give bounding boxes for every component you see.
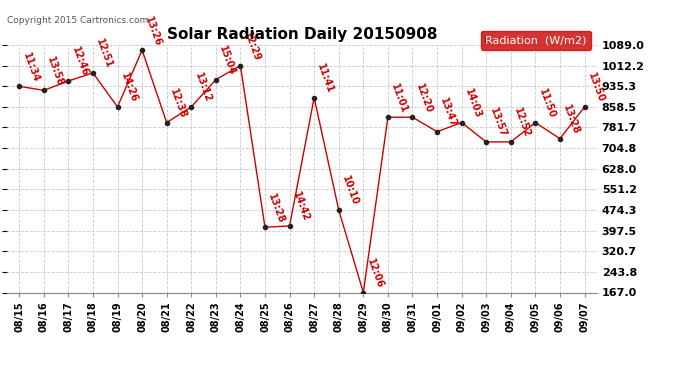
Text: 10:10: 10:10 [340, 175, 360, 207]
Text: 12:06: 12:06 [365, 257, 385, 290]
Text: 13:47: 13:47 [438, 96, 458, 129]
Text: 14:26: 14:26 [119, 72, 139, 104]
Text: 13:58: 13:58 [45, 55, 65, 88]
Legend: Radiation  (W/m2): Radiation (W/m2) [481, 31, 591, 50]
Text: 12:51: 12:51 [95, 38, 115, 70]
Text: 11:34: 11:34 [21, 51, 41, 84]
Text: 12:29: 12:29 [241, 30, 262, 63]
Text: 12:52: 12:52 [512, 106, 532, 139]
Text: Copyright 2015 Cartronics.com: Copyright 2015 Cartronics.com [7, 16, 148, 25]
Text: 12:20: 12:20 [414, 82, 434, 114]
Text: 12:38: 12:38 [168, 87, 188, 120]
Text: 13:57: 13:57 [488, 106, 508, 139]
Text: 11:01: 11:01 [389, 82, 409, 114]
Text: 14:03: 14:03 [463, 87, 483, 120]
Text: 13:12: 13:12 [193, 72, 213, 104]
Text: 14:42: 14:42 [291, 190, 311, 223]
Text: 13:50: 13:50 [586, 72, 606, 104]
Text: 13:28: 13:28 [562, 103, 582, 136]
Text: 11:50: 11:50 [537, 87, 557, 120]
Text: 12:46: 12:46 [70, 46, 90, 78]
Text: 11:41: 11:41 [315, 62, 335, 95]
Text: 13:26: 13:26 [144, 15, 164, 47]
Text: 15:04: 15:04 [217, 44, 237, 77]
Title: Solar Radiation Daily 20150908: Solar Radiation Daily 20150908 [166, 27, 437, 42]
Text: 13:28: 13:28 [266, 192, 286, 225]
